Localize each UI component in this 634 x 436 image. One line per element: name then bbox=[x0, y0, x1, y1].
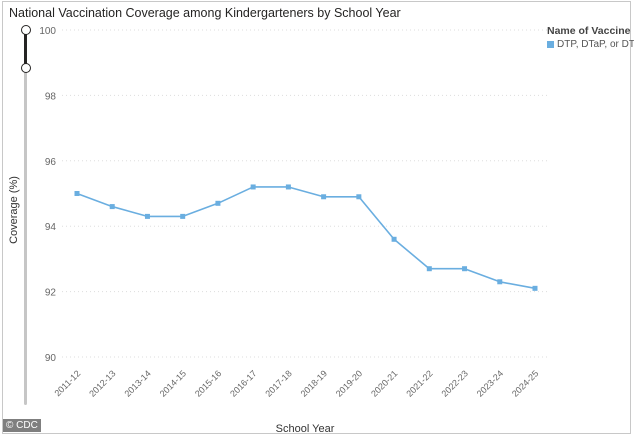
x-tick-label: 2015-16 bbox=[193, 368, 223, 398]
y-tick-label: 90 bbox=[45, 353, 57, 364]
legend-item-label: DTP, DTaP, or DT bbox=[557, 39, 634, 50]
series-line bbox=[76, 186, 536, 290]
data-point bbox=[180, 213, 186, 219]
y-tick-label: 96 bbox=[45, 157, 57, 168]
legend-swatch bbox=[547, 41, 554, 48]
zoom-slider-track[interactable] bbox=[24, 30, 27, 405]
x-tick-label: 2016-17 bbox=[228, 368, 258, 398]
x-tick-label: 2019-20 bbox=[334, 368, 364, 398]
data-point bbox=[532, 285, 538, 291]
data-point bbox=[215, 200, 221, 206]
x-tick-label: 2017-18 bbox=[263, 368, 293, 398]
x-tick-label: 2023-24 bbox=[475, 368, 505, 398]
y-tick-label: 94 bbox=[45, 222, 57, 233]
copyright-badge: © CDC bbox=[3, 419, 41, 432]
zoom-slider-range[interactable] bbox=[24, 30, 27, 68]
y-axis-title: Coverage (%) bbox=[8, 176, 20, 244]
legend-title: Name of Vaccine bbox=[547, 25, 631, 37]
y-tick-label: 98 bbox=[45, 91, 57, 102]
data-point bbox=[74, 191, 80, 196]
x-tick-label: 2021-22 bbox=[404, 368, 434, 398]
data-point bbox=[426, 266, 432, 272]
x-tick-label: 2020-21 bbox=[369, 368, 399, 398]
x-tick-label: 2018-19 bbox=[299, 368, 329, 398]
data-point bbox=[356, 194, 362, 200]
x-tick-label: 2011-12 bbox=[52, 368, 82, 398]
data-point bbox=[250, 184, 256, 190]
y-tick-label: 100 bbox=[39, 26, 56, 37]
zoom-slider-top-handle[interactable] bbox=[21, 25, 31, 35]
chart-title: National Vaccination Coverage among Kind… bbox=[9, 6, 401, 20]
data-point bbox=[497, 279, 503, 285]
x-tick-label: 2012-13 bbox=[87, 368, 117, 398]
data-point bbox=[321, 194, 327, 200]
data-point bbox=[462, 266, 468, 272]
x-tick-label: 2022-23 bbox=[440, 368, 470, 398]
x-tick-label: 2024-25 bbox=[510, 368, 540, 398]
data-point bbox=[285, 184, 291, 190]
data-point bbox=[109, 204, 115, 210]
y-tick-label: 92 bbox=[45, 288, 57, 299]
x-axis-title: School Year bbox=[276, 423, 335, 435]
x-tick-label: 2014-15 bbox=[158, 368, 188, 398]
legend-item[interactable]: DTP, DTaP, or DT bbox=[547, 39, 634, 50]
x-tick-label: 2013-14 bbox=[122, 368, 152, 398]
data-point bbox=[391, 236, 397, 242]
data-point bbox=[144, 213, 150, 219]
zoom-slider-bottom-handle[interactable] bbox=[21, 63, 31, 73]
